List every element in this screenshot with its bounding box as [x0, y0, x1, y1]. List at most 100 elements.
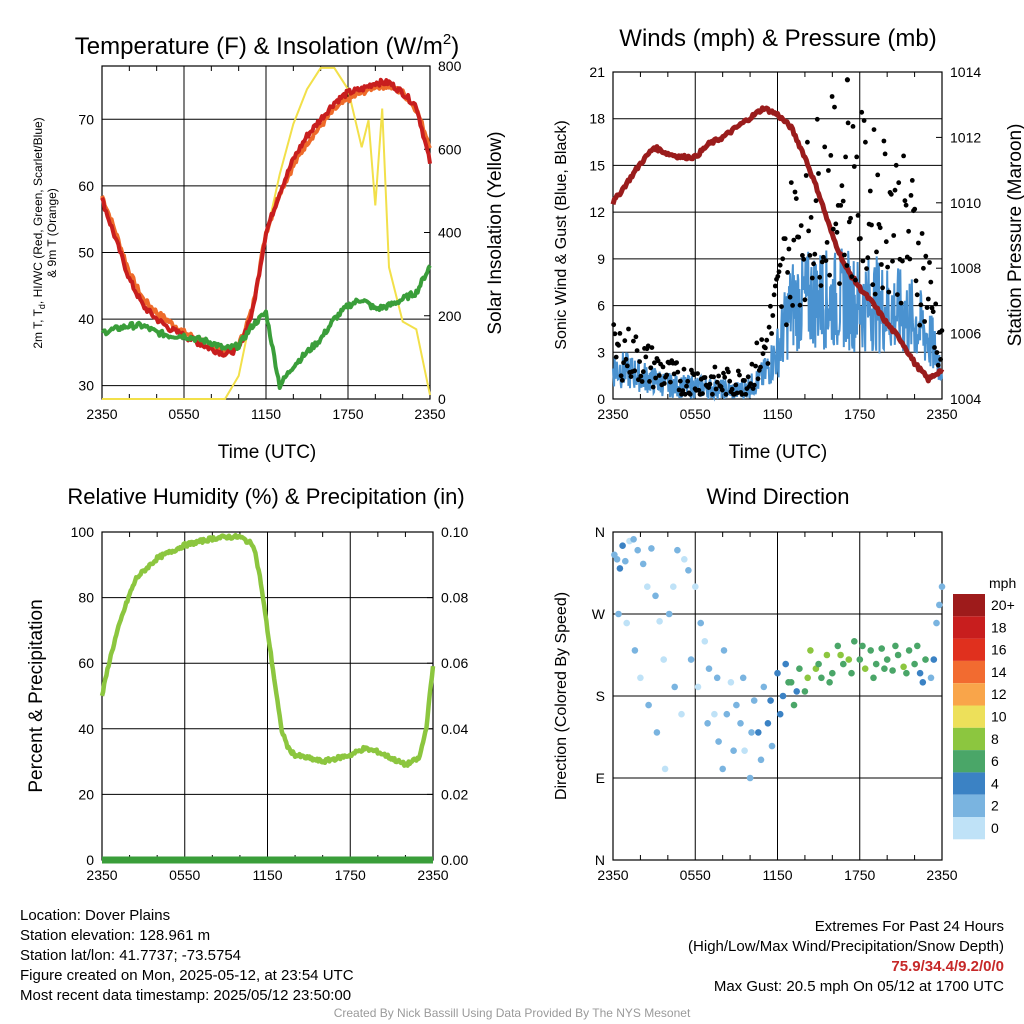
legend-title: mph: [989, 575, 1016, 591]
gust-point: [779, 304, 784, 309]
temp-x-tick-label: 1150: [251, 406, 281, 422]
gust-point: [803, 173, 809, 178]
direction-point: [837, 651, 844, 659]
direction-point: [927, 674, 935, 682]
gust-point: [707, 381, 713, 387]
gust-point: [770, 313, 776, 318]
credit-text: Created By Nick Bassill Using Data Provi…: [333, 1006, 691, 1020]
temp-y-tick-label: 70: [78, 111, 94, 127]
direction-point: [746, 774, 754, 782]
wind-y-tick-label: 15: [589, 157, 605, 173]
wind-x-tick-label: 2350: [597, 406, 628, 422]
direction-point: [889, 667, 896, 674]
gust-point: [739, 391, 745, 397]
gust-point: [656, 373, 662, 378]
gust-point: [696, 387, 702, 393]
gust-point: [695, 371, 700, 376]
gust-point: [907, 256, 913, 262]
legend-swatch: [953, 794, 985, 817]
gust-point: [788, 180, 794, 186]
gust-point: [735, 368, 741, 374]
direction-point: [634, 546, 641, 554]
direction-point: [730, 747, 737, 754]
gust-point: [806, 228, 811, 234]
pressure-line: [610, 105, 945, 384]
gust-point: [637, 359, 642, 364]
temp-x-tick-label: 0550: [168, 406, 199, 422]
direction-point: [739, 674, 747, 682]
gust-point: [901, 153, 906, 159]
gust-point: [719, 387, 725, 393]
gust-point: [758, 364, 763, 370]
gust-point: [634, 348, 640, 353]
gust-point: [733, 382, 739, 388]
sustained-wind-line: [612, 248, 943, 402]
direction-point: [818, 674, 825, 682]
humidity-title: Relative Humidity (%) & Precipitation (i…: [67, 484, 464, 509]
temperature-title: Temperature (F) & Insolation (W/m2): [75, 31, 459, 60]
gust-point: [861, 118, 867, 123]
wind-y2-tick-label: 1010: [950, 195, 981, 211]
direction-point: [916, 669, 924, 677]
gust-point: [880, 285, 885, 291]
latlon-text: Station lat/lon: 41.7737; -73.5754: [20, 947, 242, 964]
rh-y-tick-label: 100: [71, 524, 95, 540]
temperature-x-label: Time (UTC): [218, 442, 317, 463]
direction-point: [715, 738, 722, 745]
gust-point: [729, 386, 735, 392]
direction-point: [870, 674, 877, 682]
gust-point: [813, 198, 819, 204]
gust-point: [895, 292, 900, 297]
gust-point: [928, 279, 934, 285]
dir-y-tick-label: N: [595, 524, 605, 540]
gust-point: [682, 391, 688, 397]
gust-point: [938, 357, 943, 362]
gust-point: [685, 378, 691, 384]
gust-point: [721, 370, 726, 376]
direction-point: [768, 742, 776, 750]
location-text: Location: Dover Plains: [20, 907, 171, 924]
gust-point: [647, 379, 652, 384]
direction-point: [801, 688, 809, 695]
gust-point: [723, 391, 729, 397]
direction-point: [829, 669, 836, 677]
legend-swatch: [953, 683, 985, 706]
temp-y2-tick-label: 800: [438, 58, 462, 74]
direction-point: [755, 729, 762, 736]
rh-y2-tick-label: 0.00: [441, 852, 468, 868]
gust-point: [849, 274, 855, 279]
direction-point: [936, 601, 943, 609]
gust-point: [896, 180, 902, 186]
direction-point: [694, 683, 702, 691]
direction-point: [737, 720, 744, 727]
direction-point: [938, 583, 946, 590]
direction-point: [914, 642, 921, 650]
direction-point: [919, 679, 927, 686]
gust-point: [621, 360, 626, 366]
gust-point: [623, 356, 629, 362]
direction-point: [645, 701, 652, 709]
temp-y2-tick-label: 400: [438, 225, 462, 241]
dir-y-tick-label: E: [596, 770, 605, 786]
direction-point: [615, 610, 622, 618]
direction-point: [697, 619, 704, 627]
gust-point: [619, 377, 625, 383]
direction-point: [776, 710, 784, 718]
gust-point: [680, 388, 686, 393]
gust-point: [791, 237, 797, 243]
direction-point: [760, 683, 768, 691]
direction-point: [930, 656, 938, 663]
gust-point: [710, 391, 715, 397]
gust-point: [867, 188, 873, 194]
temperature-y-label-part1: 2m T, T: [31, 308, 45, 348]
gust-point: [900, 258, 905, 264]
rh-y-tick-label: 60: [78, 655, 94, 671]
gust-point: [890, 258, 895, 264]
temp-x-tick-label: 2350: [86, 406, 117, 422]
wind-y-tick-label: 18: [589, 111, 605, 127]
gust-point: [922, 319, 927, 324]
wind-x-tick-label: 0550: [680, 406, 711, 422]
gust-point: [848, 215, 853, 221]
gust-point: [639, 379, 645, 384]
max-gust-text: Max Gust: 20.5 mph On 05/12 at 1700 UTC: [713, 978, 1004, 995]
